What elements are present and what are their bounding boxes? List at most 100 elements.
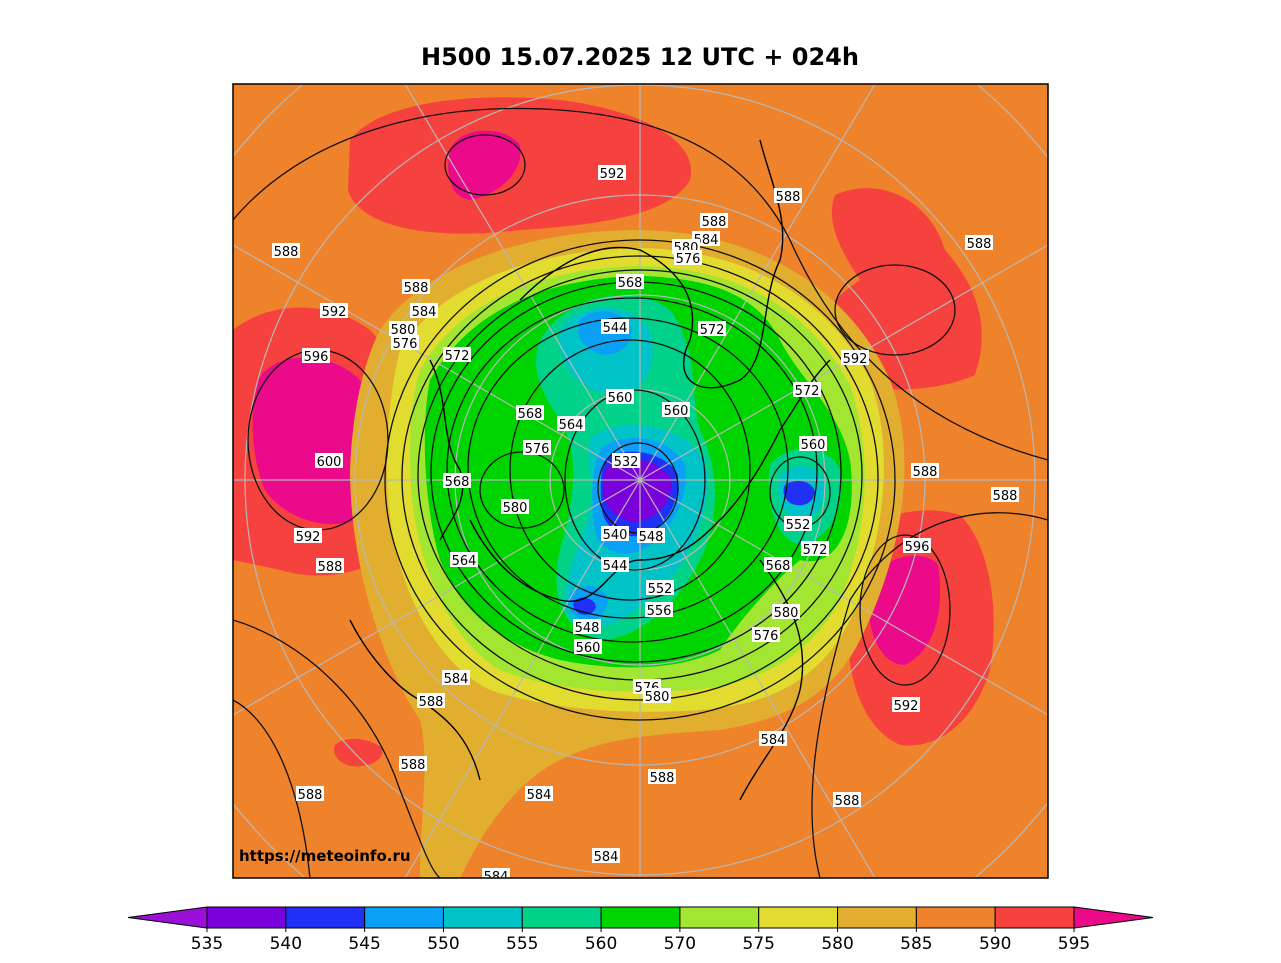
- contour-label-box: [772, 604, 800, 619]
- contour-label: 588: [419, 695, 444, 710]
- contour-label-box: [601, 319, 629, 334]
- contour-label-box: [389, 321, 417, 336]
- colorbar-extend-low: [127, 906, 208, 929]
- contour-label-box: [410, 303, 438, 318]
- colorbar-tick-label: 570: [664, 934, 696, 954]
- contour-label-box: [965, 235, 993, 250]
- contour-label-box: [592, 848, 620, 863]
- contour-label: 588: [274, 245, 299, 260]
- contour-label: 588: [835, 794, 860, 809]
- contour-label: 592: [843, 352, 868, 367]
- field-magenta: [448, 130, 521, 200]
- contour-label: 580: [391, 323, 416, 338]
- colorbar-tick-label: 560: [585, 934, 617, 954]
- contour-label: 588: [967, 237, 992, 252]
- contour-label: 596: [304, 350, 329, 365]
- contour-label-box: [272, 243, 300, 258]
- contour-label: 580: [774, 606, 799, 621]
- contour-label-box: [801, 541, 829, 556]
- field-red: [334, 738, 383, 767]
- colorbar-segment: [442, 906, 523, 929]
- contour-label: 560: [608, 391, 633, 406]
- colorbar-segment: [994, 906, 1075, 929]
- contour-label-box: [764, 557, 792, 572]
- contour-label-box: [320, 303, 348, 318]
- contour-label-box: [646, 580, 674, 595]
- contour-label: 584: [484, 870, 509, 885]
- map-area: 5925885885845885885805765685885845925805…: [233, 84, 1048, 885]
- contour-label: 576: [754, 629, 779, 644]
- contour-label: 588: [401, 758, 426, 773]
- contour-label-box: [799, 436, 827, 451]
- contour-label-box: [482, 868, 510, 878]
- contour-label: 548: [639, 530, 664, 545]
- map-frame: [232, 83, 1049, 879]
- map-title: H500 15.07.2025 12 UTC + 024h: [421, 43, 859, 71]
- contour-label-box: [601, 526, 629, 541]
- contour-label: 572: [445, 349, 470, 364]
- contour-label-box: [516, 405, 544, 420]
- contour-label: 544: [603, 559, 628, 574]
- contour-label-box: [606, 389, 634, 404]
- contour-label-box: [501, 499, 529, 514]
- contour-label-box: [637, 528, 665, 543]
- contour-label: 572: [803, 543, 828, 558]
- contour-label: 568: [618, 276, 643, 291]
- contour-label-box: [645, 602, 673, 617]
- contour-label-box: [450, 552, 478, 567]
- colorbar-tick-label: 555: [506, 934, 538, 954]
- contour-label-box: [759, 731, 787, 746]
- contour-label: 560: [576, 641, 601, 656]
- field-magenta: [252, 357, 380, 525]
- colorbar-segment: [837, 906, 917, 929]
- field-magenta: [867, 555, 941, 665]
- colorbar-segment: [521, 906, 602, 929]
- colorbar-segment: [285, 906, 366, 929]
- contour-label: 564: [452, 554, 477, 569]
- contour-label: 576: [393, 337, 418, 352]
- contour-label-box: [294, 528, 322, 543]
- contour-label-box: [525, 786, 553, 801]
- contour-label: 568: [766, 559, 791, 574]
- contour-label-box: [662, 402, 690, 417]
- colorbar-tick-label: 545: [348, 934, 380, 954]
- contour-label-box: [557, 416, 585, 431]
- colorbar-segment: [758, 906, 839, 929]
- contour-label: 564: [559, 418, 584, 433]
- contour-label: 552: [648, 582, 673, 597]
- contour-label-box: [698, 321, 726, 336]
- colorbar-tick-label: 550: [427, 934, 459, 954]
- colorbar-tick-label: 590: [979, 934, 1011, 954]
- colorbar-tick-label: 575: [743, 934, 775, 954]
- contour-label: 584: [527, 788, 552, 803]
- contour-label-box: [315, 453, 343, 468]
- contour-label: 596: [905, 540, 930, 555]
- contour-label-box: [643, 688, 671, 703]
- contour-label-box: [443, 347, 471, 362]
- contour-label-box: [598, 165, 626, 180]
- contour-label-box: [616, 274, 644, 289]
- contour-label: 544: [603, 321, 628, 336]
- contour-label-box: [402, 279, 430, 294]
- colorbar-segment: [600, 906, 681, 929]
- contour-label-box: [612, 453, 640, 468]
- contour-label: 540: [603, 528, 628, 543]
- contour-label: 600: [317, 455, 342, 470]
- contour-label: 592: [894, 699, 919, 714]
- contour-label-box: [302, 348, 330, 363]
- contour-label-box: [784, 516, 812, 531]
- contour-label: 552: [786, 518, 811, 533]
- contour-label-box: [793, 382, 821, 397]
- contour-label: 572: [700, 323, 725, 338]
- colorbar-segment: [206, 906, 287, 929]
- contour-label-box: [574, 639, 602, 654]
- contour-label-box: [752, 627, 780, 642]
- contour-label-box: [774, 188, 802, 203]
- contour-label: 548: [575, 621, 600, 636]
- contour-label-box: [674, 250, 702, 265]
- contour-label: 576: [525, 442, 550, 457]
- colorbar-extend-high: [1073, 906, 1154, 929]
- contour-label-box: [841, 350, 869, 365]
- contour-label: 588: [404, 281, 429, 296]
- colorbar-tick-label: 540: [270, 934, 302, 954]
